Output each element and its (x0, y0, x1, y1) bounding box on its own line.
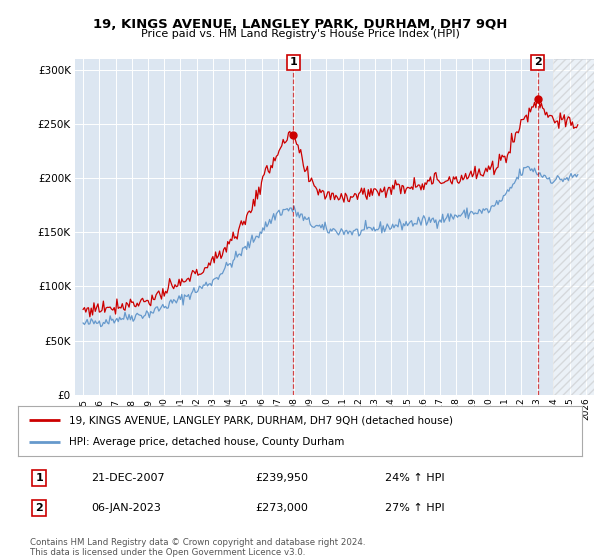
Text: £239,950: £239,950 (255, 473, 308, 483)
Text: Price paid vs. HM Land Registry's House Price Index (HPI): Price paid vs. HM Land Registry's House … (140, 29, 460, 39)
Text: 24% ↑ HPI: 24% ↑ HPI (385, 473, 444, 483)
Text: 1: 1 (35, 473, 43, 483)
Text: 2: 2 (35, 503, 43, 514)
Text: 27% ↑ HPI: 27% ↑ HPI (385, 503, 444, 514)
Text: HPI: Average price, detached house, County Durham: HPI: Average price, detached house, Coun… (69, 437, 344, 447)
Text: 06-JAN-2023: 06-JAN-2023 (91, 503, 161, 514)
Text: £273,000: £273,000 (255, 503, 308, 514)
Text: 2: 2 (534, 58, 542, 67)
Text: Contains HM Land Registry data © Crown copyright and database right 2024.
This d: Contains HM Land Registry data © Crown c… (30, 538, 365, 557)
Text: 19, KINGS AVENUE, LANGLEY PARK, DURHAM, DH7 9QH: 19, KINGS AVENUE, LANGLEY PARK, DURHAM, … (93, 18, 507, 31)
Bar (553, 59, 600, 395)
Text: 1: 1 (290, 58, 298, 67)
Text: 19, KINGS AVENUE, LANGLEY PARK, DURHAM, DH7 9QH (detached house): 19, KINGS AVENUE, LANGLEY PARK, DURHAM, … (69, 415, 453, 425)
Text: 21-DEC-2007: 21-DEC-2007 (91, 473, 165, 483)
